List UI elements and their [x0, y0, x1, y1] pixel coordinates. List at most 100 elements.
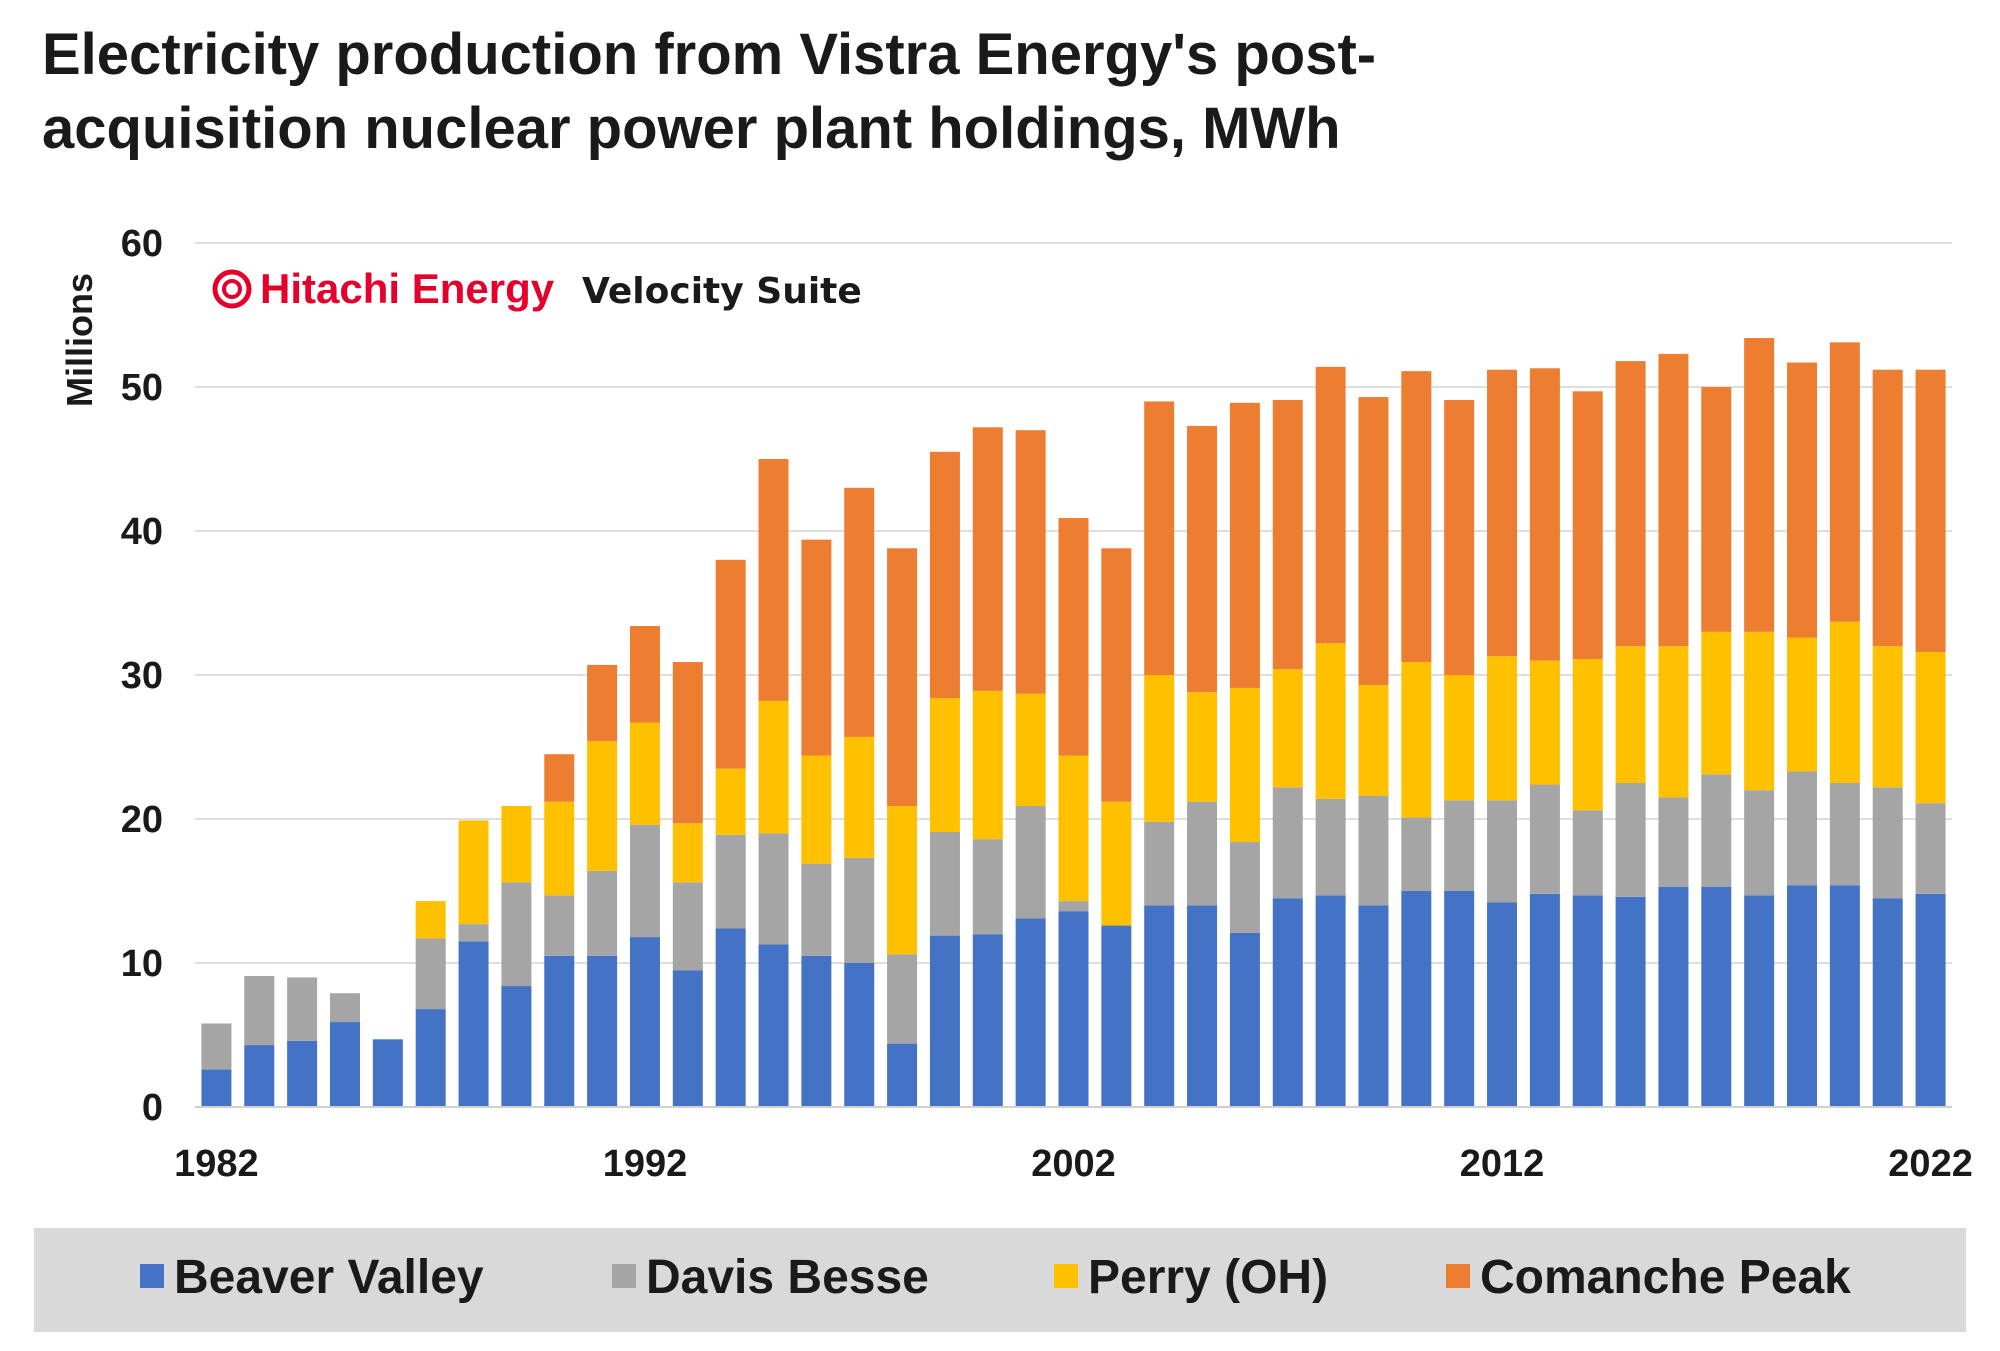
bar-segment-comanche-peak — [929, 451, 960, 699]
bar-segment-davis-besse — [587, 870, 618, 956]
legend: Beaver Valley Davis Besse Perry (OH) Comanc… — [34, 1228, 1966, 1332]
bar-segment-davis-besse — [1872, 787, 1903, 899]
bar-segment-comanche-peak — [1658, 353, 1689, 647]
bar-segment-davis-besse — [1315, 798, 1346, 896]
bar-segment-perry-oh — [1915, 651, 1946, 804]
bar-segment-perry-oh — [1658, 646, 1689, 798]
bar-segment-beaver-valley — [801, 955, 832, 1107]
bar-segment-davis-besse — [1787, 771, 1818, 886]
bar-segment-perry-oh — [1401, 662, 1432, 818]
bar-segment-davis-besse — [1487, 800, 1518, 903]
x-tick-label: 1982 — [174, 1143, 259, 1185]
bar-segment-beaver-valley — [715, 928, 746, 1107]
bar-segment-beaver-valley — [1915, 893, 1946, 1107]
legend-label-davis-besse: Davis Besse — [646, 1251, 929, 1304]
bar-segment-beaver-valley — [972, 934, 1003, 1107]
bar-segment-beaver-valley — [501, 986, 532, 1107]
bar-segment-davis-besse — [672, 882, 703, 971]
bar-segment-davis-besse — [715, 834, 746, 929]
bar-segment-perry-oh — [1872, 646, 1903, 788]
bar-segment-davis-besse — [501, 882, 532, 987]
x-tick-label: 2012 — [1460, 1143, 1545, 1185]
legend-label-beaver-valley: Beaver Valley — [174, 1251, 484, 1304]
bar-segment-perry-oh — [1487, 656, 1518, 801]
x-tick-label: 2002 — [1031, 1143, 1116, 1185]
bar-segment-davis-besse — [287, 977, 318, 1041]
bar-segment-perry-oh — [715, 768, 746, 835]
bar-segment-perry-oh — [415, 901, 446, 939]
bar-segment-beaver-valley — [1744, 895, 1775, 1107]
bar-segment-perry-oh — [672, 823, 703, 883]
y-tick-label: 50 — [121, 367, 163, 409]
bar-segment-perry-oh — [629, 722, 660, 825]
bar-segment-davis-besse — [1015, 806, 1046, 919]
bar-segment-perry-oh — [972, 690, 1003, 840]
legend-swatch-comanche-peak — [1446, 1264, 1470, 1288]
bar-segment-beaver-valley — [1101, 925, 1132, 1107]
bar-segment-beaver-valley — [1829, 885, 1860, 1107]
bar-segment-davis-besse — [972, 839, 1003, 935]
y-tick-label: 20 — [121, 799, 163, 841]
watermark: Hitachi Energy Velocity Suite — [212, 265, 862, 312]
y-tick-label: 30 — [121, 655, 163, 697]
bar-segment-beaver-valley — [587, 955, 618, 1107]
bar-segment-davis-besse — [1572, 810, 1603, 896]
bar-segment-comanche-peak — [1529, 368, 1560, 661]
bar-segment-davis-besse — [1615, 783, 1646, 897]
bar-segment-davis-besse — [544, 895, 575, 956]
legend-swatch-perry-oh — [1054, 1264, 1078, 1288]
bar-segment-comanche-peak — [1315, 366, 1346, 644]
legend-label-perry-oh: Perry (OH) — [1088, 1251, 1328, 1304]
bar-segment-davis-besse — [629, 824, 660, 938]
bar-segment-beaver-valley — [415, 1009, 446, 1107]
bar-segment-perry-oh — [801, 755, 832, 864]
legend-background — [34, 1228, 1966, 1332]
bar-segment-comanche-peak — [672, 662, 703, 824]
bar-segment-comanche-peak — [1229, 402, 1260, 688]
bar-segment-davis-besse — [801, 863, 832, 956]
bar-segment-davis-besse — [244, 975, 275, 1046]
bar-segment-beaver-valley — [1229, 932, 1260, 1107]
bar-segment-davis-besse — [1058, 901, 1089, 912]
bar-segment-comanche-peak — [1444, 399, 1475, 675]
bar-segment-comanche-peak — [1487, 369, 1518, 657]
bar-segment-perry-oh — [501, 806, 532, 883]
watermark-suite: Velocity Suite — [582, 271, 862, 312]
bar-segment-comanche-peak — [1615, 361, 1646, 647]
bar-segment-comanche-peak — [1358, 397, 1389, 686]
bar-segment-davis-besse — [1229, 842, 1260, 933]
bar-segment-beaver-valley — [1015, 918, 1046, 1107]
bar-segment-perry-oh — [1144, 675, 1175, 822]
bar-segment-comanche-peak — [1187, 425, 1218, 693]
bar-segment-beaver-valley — [1487, 902, 1518, 1107]
legend-swatch-davis-besse — [612, 1264, 636, 1288]
bar-segment-beaver-valley — [1572, 895, 1603, 1107]
y-tick-label: 40 — [121, 511, 163, 553]
bar-segment-davis-besse — [458, 924, 489, 942]
bar-segment-beaver-valley — [1401, 891, 1432, 1107]
y-tick-label: 60 — [121, 223, 163, 265]
bar-segment-comanche-peak — [715, 559, 746, 769]
y-tick-label: 0 — [142, 1087, 163, 1129]
bar-segment-perry-oh — [1444, 675, 1475, 801]
bar-segment-comanche-peak — [1829, 342, 1860, 622]
bar-segment-comanche-peak — [544, 754, 575, 802]
bar-segment-davis-besse — [415, 938, 446, 1010]
bar-segment-beaver-valley — [629, 937, 660, 1107]
bar-segment-comanche-peak — [1915, 369, 1946, 652]
bar-segment-davis-besse — [201, 1023, 232, 1070]
bar-segment-comanche-peak — [1872, 369, 1903, 647]
bar-segment-davis-besse — [929, 831, 960, 936]
bar-segment-perry-oh — [1058, 755, 1089, 902]
bar-segment-comanche-peak — [1701, 387, 1732, 632]
bar-segment-beaver-valley — [1615, 896, 1646, 1107]
legend-swatch-beaver-valley — [140, 1264, 164, 1288]
bar-segment-beaver-valley — [1444, 891, 1475, 1107]
bar-segment-beaver-valley — [887, 1043, 918, 1107]
bar-segment-davis-besse — [1187, 801, 1218, 906]
bar-segment-perry-oh — [1829, 621, 1860, 783]
bar-segment-comanche-peak — [1787, 362, 1818, 638]
bar-segment-beaver-valley — [458, 941, 489, 1107]
bar-segment-beaver-valley — [844, 963, 875, 1107]
x-axis-ticks: 1982 1992 2002 2012 2022 — [174, 1143, 1973, 1185]
